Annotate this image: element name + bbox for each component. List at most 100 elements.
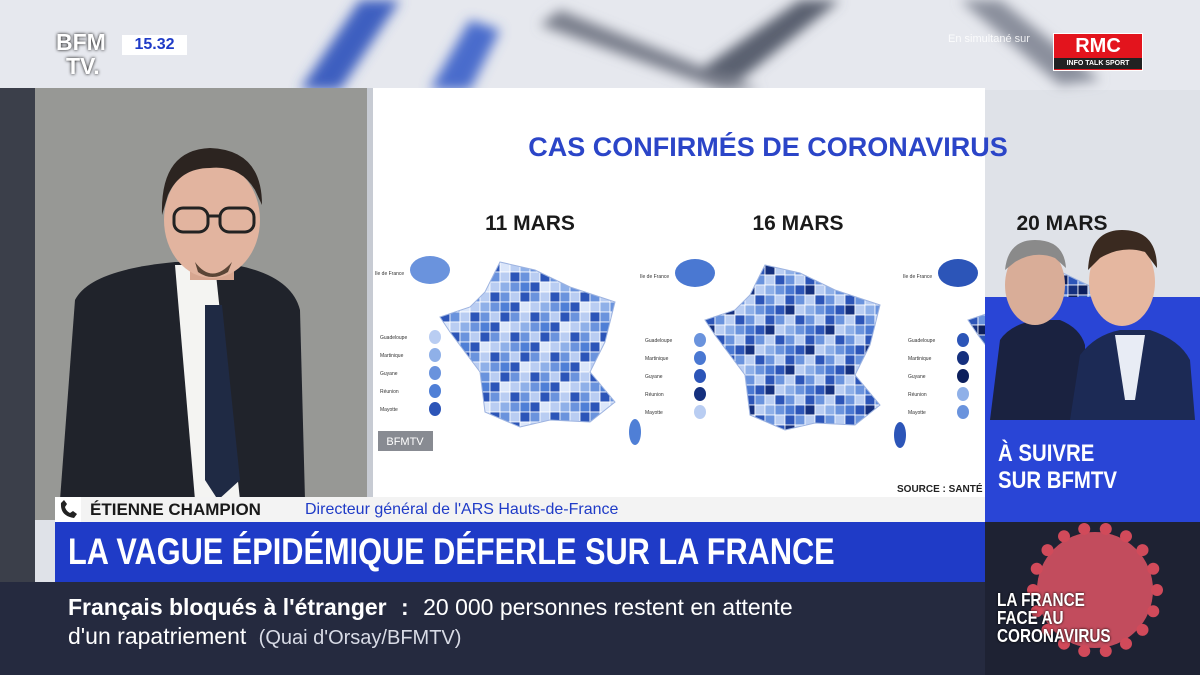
department: [814, 354, 826, 366]
stroke: [300, 0, 400, 90]
virus-spike: [1041, 623, 1054, 636]
department: [609, 301, 615, 313]
department: [549, 331, 561, 343]
inset-label: Martinique: [645, 356, 669, 362]
overseas-inset: [429, 330, 441, 344]
department: [764, 354, 776, 366]
department: [764, 334, 776, 346]
department: [569, 301, 581, 313]
virus-illustration: [1037, 532, 1153, 648]
department: [864, 314, 876, 326]
simulcast-label: En simultané sur: [948, 33, 1030, 45]
virus-spike: [1058, 530, 1070, 543]
department: [774, 304, 786, 316]
department: [549, 291, 561, 303]
partner-logo: RMC INFO TALK SPORT: [1053, 33, 1143, 71]
department: [1067, 265, 1079, 276]
department: [1077, 284, 1089, 296]
ticker-line-1: Français bloqués à l'étranger : 20 000 p…: [68, 593, 793, 621]
department: [559, 381, 571, 393]
department: [499, 301, 511, 313]
department: [569, 411, 581, 423]
virus-spike: [1041, 544, 1054, 557]
department: [559, 351, 571, 363]
department: [509, 321, 521, 333]
department: [489, 391, 501, 403]
overseas-inset: [429, 402, 441, 416]
virus-spike: [1030, 605, 1043, 618]
department: [509, 341, 521, 353]
department: [589, 301, 601, 313]
department: [519, 341, 531, 353]
department: [539, 401, 551, 413]
glasses-left: [172, 206, 210, 234]
department: [834, 384, 846, 396]
department: [754, 334, 766, 346]
department: [834, 304, 846, 316]
department: [714, 324, 726, 336]
department: [529, 271, 541, 283]
department: [549, 371, 561, 383]
department: [854, 314, 866, 326]
department: [774, 364, 786, 376]
source: SOURCE : SANTÉ: [897, 482, 983, 495]
department: [479, 351, 491, 363]
virus-spike: [1147, 605, 1160, 618]
department: [469, 341, 481, 353]
department: [519, 381, 531, 393]
department: [589, 401, 601, 413]
promo-line: À SUIVRE: [998, 440, 1095, 467]
department: [529, 301, 541, 313]
ticker-line-2: d'un rapatriement (Quai d'Orsay/BFMTV): [68, 622, 461, 652]
department: [549, 301, 561, 313]
department: [549, 311, 561, 323]
department: [864, 304, 876, 316]
overseas-inset: [694, 351, 706, 365]
department: [834, 354, 846, 366]
department: [774, 324, 786, 336]
department: [519, 411, 531, 423]
overseas-inset: [957, 369, 969, 383]
department: [784, 404, 796, 416]
department: [844, 374, 856, 386]
map-date: 20 MARS: [1016, 212, 1107, 235]
virus-spike: [1078, 522, 1091, 535]
department: [784, 334, 796, 346]
face: [1089, 238, 1155, 326]
department: [814, 394, 826, 406]
department: [824, 324, 836, 336]
department: [804, 294, 816, 306]
department: [459, 331, 471, 343]
department: [489, 351, 501, 363]
department: [549, 391, 561, 403]
idf-inset: [675, 259, 715, 287]
inset-label: Ile de France: [903, 274, 932, 280]
department: [804, 284, 816, 296]
department: [834, 404, 846, 416]
map-border: [439, 261, 616, 428]
department: [519, 271, 531, 283]
department: [744, 314, 756, 326]
department: [734, 344, 746, 356]
department: [499, 311, 511, 323]
idf-inset: [410, 256, 450, 284]
department: [794, 284, 806, 296]
department: [734, 334, 746, 346]
inset-label: Guadeloupe: [380, 335, 407, 341]
department: [589, 391, 601, 403]
graphic-title: CAS CONFIRMÉS DE CORONAVIRUS: [528, 131, 1008, 162]
overseas-inset: [957, 333, 969, 347]
tie: [205, 305, 240, 500]
department: [804, 334, 816, 346]
overseas-inset: [957, 351, 969, 365]
department: [539, 391, 551, 403]
partner-name: RMC: [1075, 35, 1121, 57]
department: [794, 334, 806, 346]
department: [834, 414, 846, 426]
department: [519, 331, 531, 343]
clock: 15.32: [122, 35, 187, 55]
department: [579, 381, 591, 393]
department: [814, 334, 826, 346]
stroke: [430, 20, 500, 90]
